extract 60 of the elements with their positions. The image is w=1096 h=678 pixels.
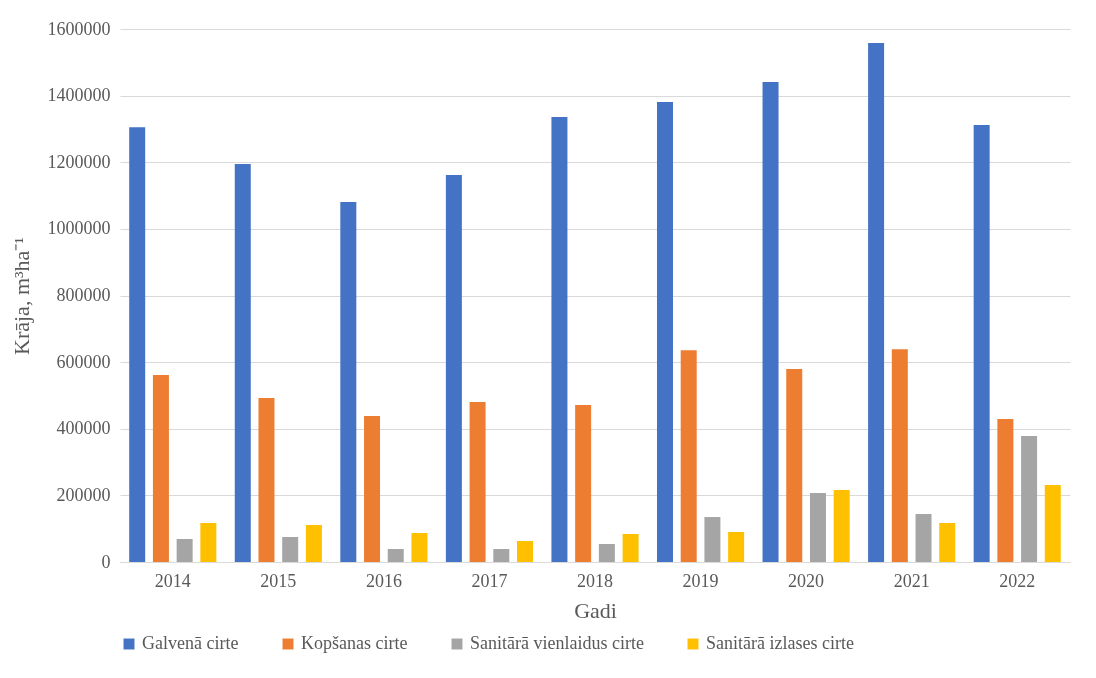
y-tick-label: 600000 [56, 351, 111, 372]
x-axis-title: Gadi [574, 597, 617, 623]
bar [598, 544, 615, 562]
bar [282, 537, 299, 562]
bar [469, 402, 486, 562]
y-tick-label: 800000 [56, 285, 111, 305]
bar [868, 42, 885, 562]
bar [728, 532, 745, 562]
x-tick-label: 2016 [365, 570, 402, 591]
y-tick-label: 400000 [56, 418, 111, 439]
bar [176, 539, 193, 562]
x-tick-label: 2015 [260, 570, 297, 591]
bar [1044, 485, 1061, 562]
bar [152, 375, 169, 562]
x-tick-label: 2014 [154, 570, 191, 591]
bar [411, 533, 428, 562]
bar [305, 525, 322, 562]
x-tick-label: 2018 [577, 570, 613, 591]
bar [997, 419, 1014, 562]
bar [891, 349, 908, 562]
y-tick-label: 0 [101, 551, 111, 572]
bar [200, 523, 217, 562]
x-tick-label: 2017 [471, 570, 508, 591]
bar [551, 116, 568, 562]
bar [387, 549, 404, 562]
y-tick-label: 1400000 [47, 85, 111, 106]
y-tick-label: 1600000 [47, 18, 111, 39]
bar [680, 350, 697, 562]
x-tick-label: 2019 [682, 570, 719, 591]
bar [129, 127, 146, 562]
bar [786, 369, 803, 562]
y-tick-label: 1200000 [47, 151, 111, 172]
y-tick-label: 1000000 [47, 218, 111, 239]
bar [762, 81, 779, 562]
bar [340, 201, 357, 562]
y-axis-title: Krāja, m³ha⁻¹ [8, 237, 34, 355]
legend-label: Sanitārā vienlaidus cirte [470, 633, 644, 653]
bar [973, 124, 990, 562]
bar [258, 398, 275, 562]
x-tick-label: 2021 [893, 570, 930, 591]
bar [833, 490, 850, 562]
legend-label: Sanitārā izlases cirte [706, 633, 854, 653]
legend-label: Galvenā cirte [142, 633, 239, 653]
bar [1021, 436, 1038, 562]
x-tick-label: 2022 [999, 570, 1036, 591]
bar [234, 163, 251, 562]
bar [622, 534, 639, 562]
legend-label: Kopšanas cirte [301, 633, 408, 653]
bar [575, 405, 592, 562]
bar [809, 493, 826, 562]
bar [445, 174, 462, 562]
bar [493, 549, 510, 562]
bar [915, 514, 932, 562]
bar [656, 101, 673, 562]
x-tick-label: 2020 [788, 570, 825, 591]
bar [364, 416, 381, 562]
bar [704, 517, 721, 562]
y-tick-label: 200000 [56, 484, 111, 505]
bar [939, 523, 956, 562]
bar [517, 541, 534, 562]
